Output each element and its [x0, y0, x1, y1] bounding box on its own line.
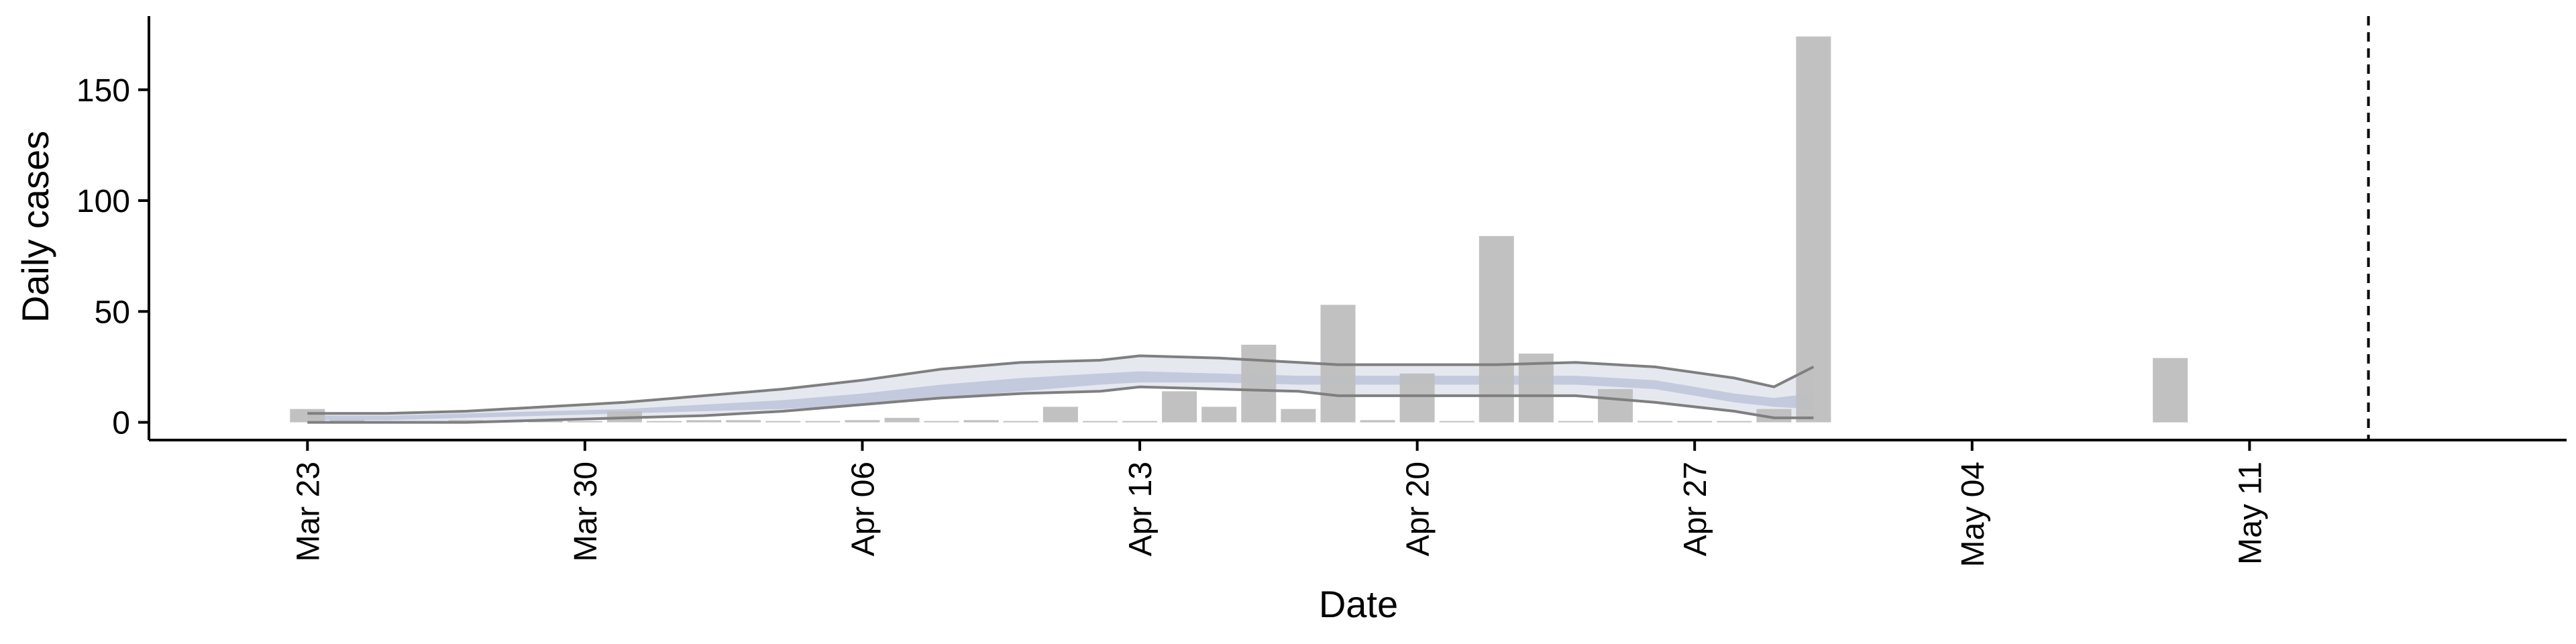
x-tick-label: Apr 27 — [1678, 462, 1713, 556]
y-tick-label: 100 — [76, 184, 130, 219]
bar — [1598, 389, 1633, 423]
bar — [805, 421, 841, 423]
bar — [1399, 373, 1435, 423]
x-tick-label: Mar 30 — [568, 462, 604, 561]
y-tick-label: 50 — [95, 294, 130, 330]
bar — [1479, 235, 1514, 423]
bar — [527, 421, 563, 423]
y-tick-label: 0 — [112, 406, 130, 441]
x-axis-title: Date — [1319, 583, 1398, 625]
bar — [1042, 407, 1078, 423]
bar — [1796, 36, 1831, 423]
x-tick-label: Mar 23 — [290, 462, 326, 561]
bar — [1003, 421, 1038, 423]
bar — [1083, 421, 1118, 423]
axes: 0 50 100 150 Mar 23 Mar 30 Apr 06 Apr 13 Apr 20 A… — [76, 16, 2567, 567]
bar — [1360, 420, 1395, 423]
x-tick-label: Apr 20 — [1401, 462, 1436, 556]
bar — [884, 417, 920, 423]
bar — [567, 421, 602, 423]
bar — [290, 409, 325, 423]
x-tick-label: Apr 06 — [846, 462, 881, 556]
bar — [765, 421, 801, 423]
y-tick-label: 150 — [76, 73, 130, 109]
bound-lines — [307, 16, 2370, 440]
estimate-bands — [307, 356, 1814, 423]
bar — [1677, 421, 1713, 423]
upper-bound-line — [307, 354, 1815, 415]
bar — [1558, 421, 1593, 423]
bar — [1281, 409, 1316, 423]
x-tick-label: Apr 13 — [1123, 462, 1159, 556]
bar — [1638, 421, 1673, 423]
lower-bound-line — [307, 385, 1814, 424]
inner-interval-band — [307, 371, 1814, 421]
bar — [1439, 421, 1474, 423]
bar — [845, 420, 880, 423]
bar — [1717, 421, 1752, 423]
bar — [1122, 421, 1158, 423]
bar — [686, 420, 722, 423]
x-tick-label: May 11 — [2233, 462, 2268, 565]
bar — [963, 420, 999, 423]
bar — [647, 421, 682, 423]
x-tick-label: May 04 — [1955, 462, 1991, 567]
y-axis-title: Daily cases — [14, 131, 56, 323]
bar — [1241, 344, 1277, 423]
bar — [924, 421, 959, 423]
bar — [1162, 391, 1197, 423]
bar — [1201, 407, 1237, 423]
bar — [726, 420, 761, 423]
bar — [2153, 358, 2188, 423]
